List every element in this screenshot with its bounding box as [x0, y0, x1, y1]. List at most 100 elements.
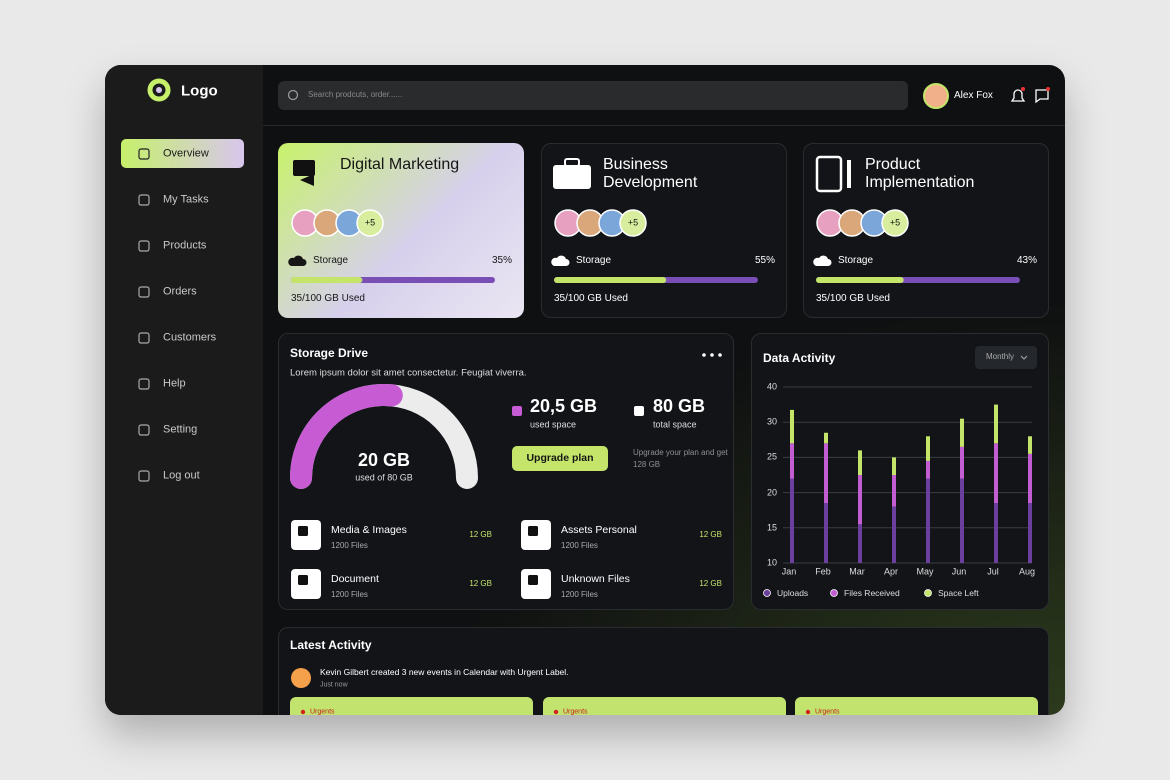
legend-label: Uploads [777, 587, 809, 598]
user-avatar [923, 83, 949, 109]
card-icon [300, 174, 314, 186]
x-tick-label: Apr [883, 566, 899, 577]
app-frame: Logo Overview My Tasks Products Orders Custom… [105, 65, 1065, 715]
progress-fill [816, 277, 904, 283]
y-tick-label: 20 [766, 487, 778, 498]
storage-percent: 43% [1016, 255, 1037, 266]
bar-segment [994, 443, 998, 504]
nav-item: Products [163, 239, 207, 252]
bar-segment [994, 503, 998, 563]
search-bar[interactable] [278, 81, 908, 110]
bar-segment [1028, 436, 1032, 454]
bar-segment [858, 475, 862, 525]
menu-dot[interactable] [702, 353, 706, 357]
gauge-caption: used of 80 GB [355, 472, 413, 483]
bar-segment [892, 457, 896, 475]
urgent-dot [300, 709, 306, 715]
nav-icon [138, 148, 150, 160]
activity-avatar [291, 668, 311, 688]
nav-item: Setting [163, 423, 198, 436]
upgrade-button[interactable] [512, 446, 608, 471]
activity-card[interactable] [290, 697, 533, 715]
avatar-more-text: +5 [889, 217, 901, 228]
panel-title: Storage Drive [290, 346, 369, 360]
urgent-label: Urgents [815, 708, 840, 716]
bar-segment [790, 409, 794, 444]
period-dropdown[interactable] [975, 346, 1037, 369]
file-size: 12 GB [469, 530, 492, 539]
x-tick-label: Feb [815, 566, 831, 577]
avatar-more-text: +5 [627, 217, 639, 228]
menu-dot[interactable] [710, 353, 714, 357]
bar-segment [926, 436, 930, 461]
nav-item: Overview [163, 147, 209, 160]
sidebar [105, 65, 263, 715]
chat-icon[interactable] [1035, 89, 1049, 104]
bar-segment [960, 418, 964, 447]
activity-panel [751, 333, 1049, 610]
legend-swatch [924, 589, 932, 597]
activity-card[interactable] [795, 697, 1038, 715]
storage-used: 35/100 GB Used [816, 293, 890, 304]
activity-time: Just now [320, 681, 348, 689]
card-title: Business Development [603, 156, 698, 191]
card-icon [815, 155, 843, 193]
nav-icon [138, 194, 150, 206]
avatar-more [356, 209, 384, 237]
bar-segment [926, 478, 930, 563]
gauge-value: 20 GB [357, 450, 411, 470]
x-tick-label: Jan [781, 566, 797, 577]
bar-segment [892, 475, 896, 507]
urgent-label: Urgents [563, 708, 588, 716]
file-size: 12 GB [469, 579, 492, 588]
nav-icon [138, 332, 150, 344]
file-glyph [528, 526, 538, 536]
used-swatch [512, 406, 522, 416]
panel-subtitle: Lorem ipsum dolor sit amet consectetur. … [290, 367, 527, 379]
storage-panel [278, 333, 734, 610]
bar-segment [960, 446, 964, 479]
notification-dot [1021, 87, 1025, 91]
nav-icon [138, 378, 150, 390]
progress-fill [291, 277, 363, 283]
urgent-dot [553, 709, 559, 715]
graphics [138, 78, 1050, 715]
gauge-arc [290, 384, 403, 489]
file-name: Assets Personal [561, 523, 637, 536]
activity-card[interactable] [543, 697, 786, 715]
y-tick-label: 40 [766, 381, 778, 392]
avatar-more-text: +5 [364, 217, 376, 228]
x-tick-label: Aug [1018, 566, 1036, 577]
x-tick-label: Jul [987, 566, 999, 577]
search-placeholder: Search prodcuts, order...... [308, 90, 403, 99]
card-title: Product Implementation [865, 156, 975, 191]
file-glyph [528, 575, 538, 585]
logo-text: Logo [181, 82, 218, 100]
y-tick-label: 30 [766, 416, 778, 427]
button-label: Upgrade plan [526, 451, 594, 464]
total-caption: total space [653, 419, 697, 430]
bar-segment [858, 450, 862, 475]
nav-item: Customers [163, 331, 217, 344]
nav-icon [138, 424, 150, 436]
menu-dot[interactable] [718, 353, 722, 357]
storage-used: 35/100 GB Used [291, 293, 365, 304]
bar-segment [994, 404, 998, 444]
y-tick-label: 10 [766, 557, 778, 568]
bar-segment [824, 503, 828, 563]
file-count: 1200 Files [331, 590, 368, 599]
file-glyph [298, 526, 308, 536]
card-icon [564, 158, 580, 167]
header-divider [263, 125, 1065, 126]
used-value: 20,5 GB [530, 396, 598, 416]
bar-segment [790, 478, 794, 563]
storage-used: 35/100 GB Used [554, 293, 628, 304]
period-label: Monthly [986, 352, 1015, 361]
panel-title: Latest Activity [290, 638, 372, 652]
nav-active[interactable] [121, 139, 244, 168]
bell-icon[interactable] [1010, 89, 1026, 102]
file-size: 12 GB [699, 579, 722, 588]
card-icon [293, 160, 315, 176]
bar-segment [892, 506, 896, 563]
